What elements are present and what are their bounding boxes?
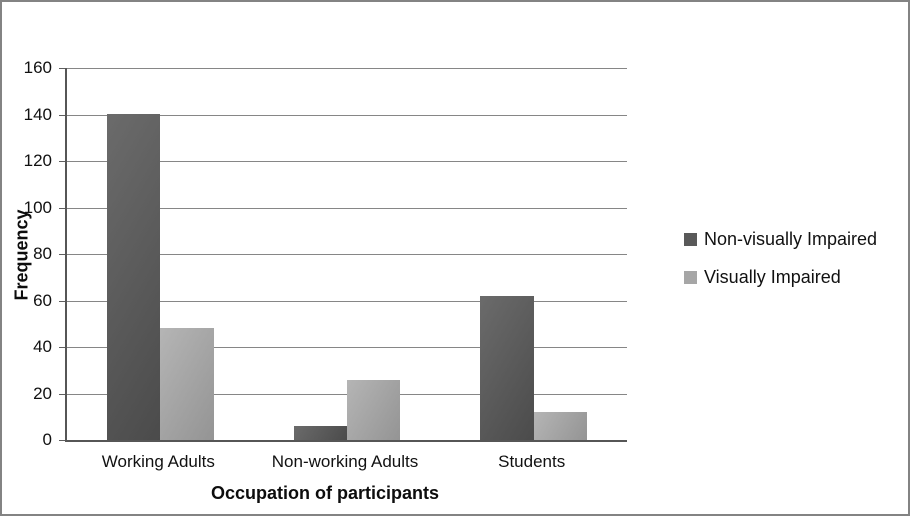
bar-visually-impaired-students — [533, 412, 587, 440]
y-tick-label-60: 60 — [33, 290, 52, 310]
y-tick-mark-160 — [59, 68, 65, 69]
y-tick-mark-60 — [59, 300, 65, 302]
legend-marker-icon-visually-impaired — [684, 270, 697, 284]
y-tick-label-40: 40 — [33, 337, 52, 356]
gridline-80 — [67, 254, 627, 255]
y-tick-label-20: 20 — [33, 383, 52, 403]
legend: Non-visually Impaired Visually Impaired — [684, 220, 877, 296]
y-tick-mark-140 — [59, 114, 65, 116]
y-tick-mark-40 — [59, 347, 65, 348]
x-category-label-working-adults: Working Adults — [101, 452, 215, 471]
x-axis-category-labels: Working Adults Non-working Adults Students — [65, 452, 625, 472]
bar-non-visually-impaired-students — [480, 296, 534, 440]
gridline-40 — [67, 347, 627, 348]
y-tick-mark-100 — [59, 207, 65, 209]
gridline-140 — [67, 114, 627, 116]
y-axis-tick-labels: 0 20 40 60 80 100 120 140 160 — [0, 58, 52, 449]
y-tick-mark-120 — [59, 161, 65, 162]
y-tick-label-0: 0 — [42, 430, 52, 449]
y-tick-label-80: 80 — [33, 244, 52, 263]
legend-label-non-visually-impaired: Non-visually Impaired — [704, 228, 878, 249]
plot-area — [59, 68, 627, 442]
bar-visually-impaired-working-adults — [160, 328, 214, 440]
gridline-160 — [67, 68, 627, 69]
legend-label-visually-impaired: Visually Impaired — [704, 266, 841, 287]
gridline-100 — [67, 207, 627, 209]
legend-entry-visually-impaired: Visually Impaired — [684, 258, 877, 296]
y-tick-label-140: 140 — [23, 104, 52, 124]
legend-marker-icon-non-visually-impaired — [684, 232, 697, 246]
y-tick-mark-0 — [59, 440, 65, 441]
bar-visually-impaired-non-working-adults — [347, 380, 401, 440]
gridline-120 — [67, 161, 627, 162]
x-axis-title: Occupation of participants — [210, 483, 440, 503]
y-tick-mark-20 — [59, 393, 65, 395]
y-tick-mark-80 — [59, 254, 65, 255]
y-tick-label-160: 160 — [23, 58, 52, 77]
legend-entry-non-visually-impaired: Non-visually Impaired — [684, 220, 877, 258]
bar-non-visually-impaired-working-adults — [107, 114, 161, 440]
x-category-label-students: Students — [498, 452, 566, 471]
gridline-60 — [67, 300, 627, 302]
bar-non-visually-impaired-non-working-adults — [293, 426, 347, 440]
y-tick-label-100: 100 — [23, 197, 52, 217]
y-tick-label-120: 120 — [23, 151, 52, 170]
x-category-label-non-working-adults: Non-working Adults — [271, 452, 419, 471]
